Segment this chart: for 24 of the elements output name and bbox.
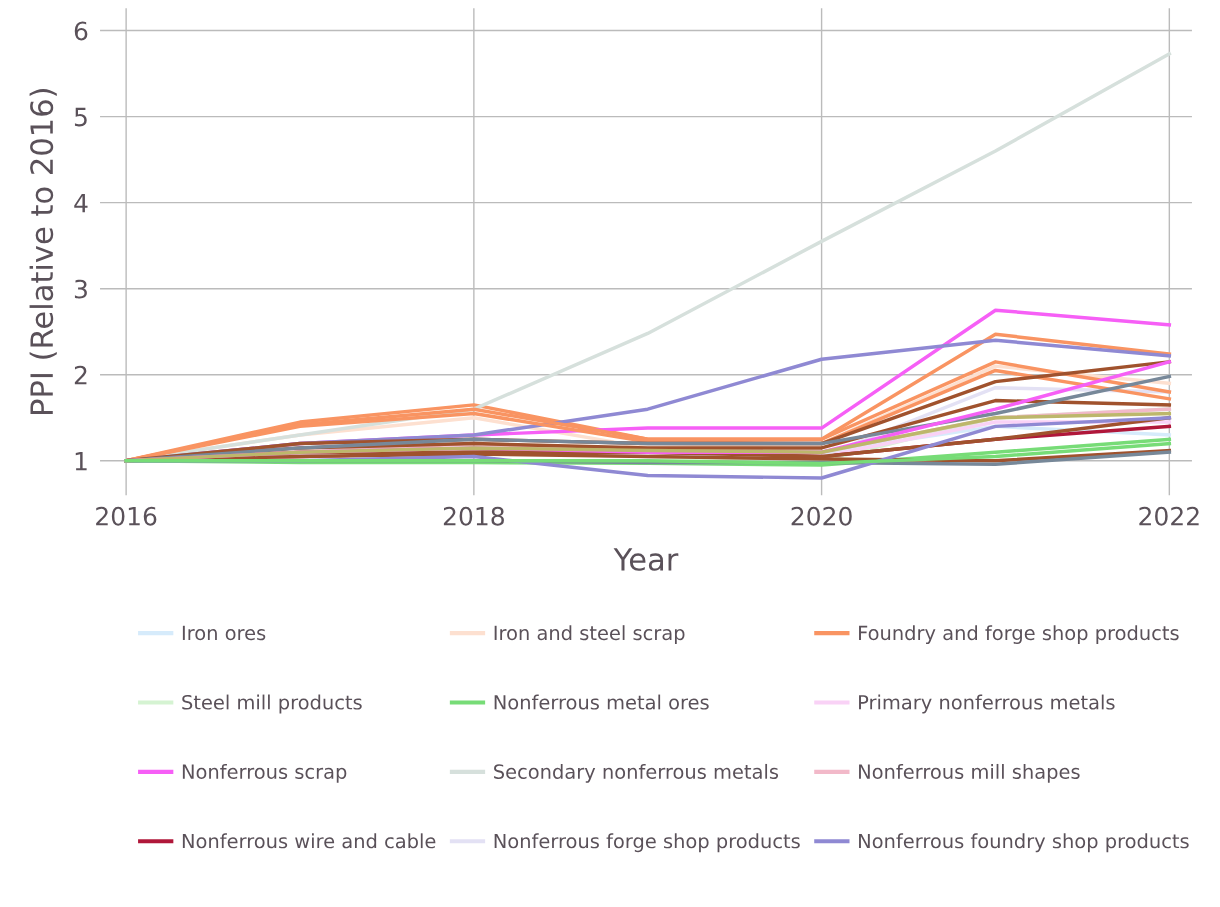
x-tick-label: 2020	[791, 506, 852, 526]
y-tick-label: 2	[74, 365, 87, 385]
y-tick-label: 1	[75, 452, 87, 471]
y-tick-label: 6	[74, 21, 88, 41]
x-tick-label: 2022	[1139, 506, 1199, 526]
legend-label: Primary nonferrous metals	[859, 694, 1115, 714]
y-tick-label: 4	[74, 193, 88, 213]
x-tick-label: 2016	[96, 506, 157, 526]
legend-label: Nonferrous foundry shop products	[859, 833, 1189, 853]
legend-label: Nonferrous metal ores	[494, 694, 709, 710]
legend-label: Foundry and forge shop products	[859, 625, 1179, 645]
legend-label: Steel mill products	[182, 694, 362, 714]
x-axis-title: Year	[613, 548, 679, 571]
legend-label: Nonferrous forge shop products	[494, 833, 800, 853]
legend-label: Secondary nonferrous metals	[494, 763, 779, 783]
y-axis-title: PPI (Relative to 2016)	[29, 89, 57, 414]
legend-label: Iron and steel scrap	[494, 625, 685, 645]
y-tick-label: 5	[74, 107, 87, 127]
y-tick-label: 3	[74, 279, 87, 299]
legend-label: Nonferrous scrap	[182, 763, 347, 783]
legend-label: Nonferrous wire and cable	[182, 833, 436, 849]
x-tick-label: 2018	[443, 506, 504, 526]
legend-label: Nonferrous mill shapes	[859, 763, 1080, 783]
legend-label: Iron ores	[182, 625, 266, 641]
